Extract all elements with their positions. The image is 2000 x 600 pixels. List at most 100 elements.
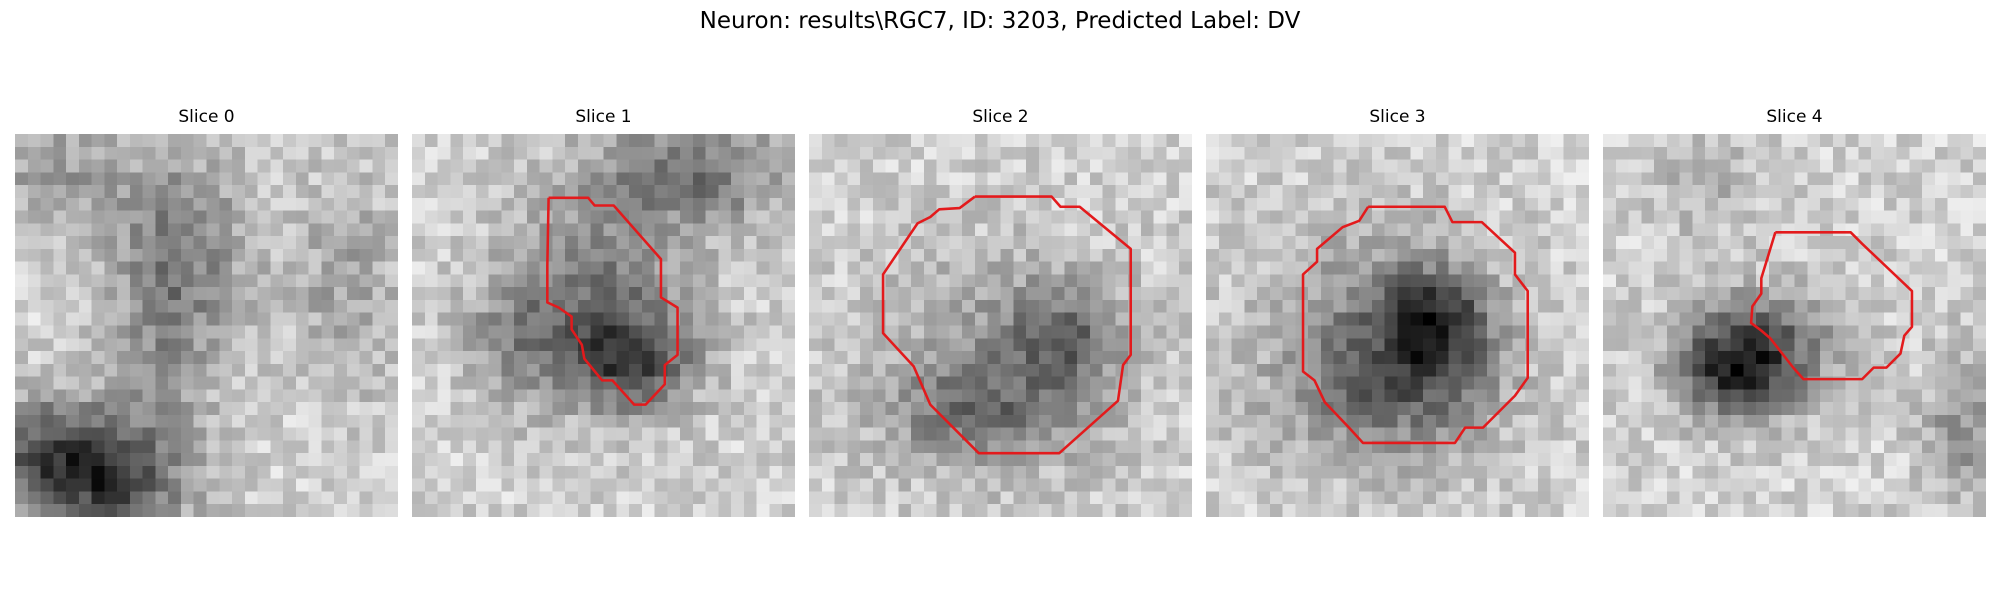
pixel [552, 274, 566, 288]
pixel [514, 478, 528, 492]
pixel [359, 274, 373, 288]
pixel [334, 274, 348, 288]
pixel [1231, 248, 1245, 262]
pixel [53, 287, 67, 301]
pixel [1576, 159, 1589, 173]
pixel [743, 159, 757, 173]
pixel [1654, 146, 1668, 160]
pixel [1140, 363, 1154, 377]
pixel [1308, 248, 1322, 262]
pixel [1756, 236, 1770, 250]
pixel [308, 453, 322, 467]
pixel [1628, 172, 1642, 186]
pixel [257, 453, 271, 467]
pixel [346, 363, 360, 377]
pixel [1231, 338, 1245, 352]
pixel [1000, 440, 1014, 454]
pixel [1102, 478, 1116, 492]
pixel [1257, 440, 1271, 454]
pixel [821, 453, 835, 467]
pixel [1257, 389, 1271, 403]
pixel [1115, 414, 1129, 428]
pixel [1064, 236, 1078, 250]
pixel [1038, 453, 1052, 467]
pixel [1218, 376, 1232, 390]
pixel [1845, 312, 1859, 326]
pixel [987, 248, 1001, 262]
pixel [1550, 440, 1564, 454]
pixel [1013, 287, 1027, 301]
pixel [821, 325, 835, 339]
pixel [1346, 287, 1360, 301]
pixel [129, 146, 143, 160]
pixel [705, 376, 719, 390]
pixel [1666, 210, 1680, 224]
pixel [756, 325, 770, 339]
pixel [1282, 402, 1296, 416]
pixel [232, 274, 246, 288]
pixel [1537, 236, 1551, 250]
pixel [359, 453, 373, 467]
pixel [1871, 236, 1885, 250]
pixel [475, 312, 489, 326]
pixel [731, 146, 745, 160]
pixel [577, 261, 591, 275]
pixel [629, 376, 643, 390]
pixel [1537, 376, 1551, 390]
pixel [1730, 274, 1744, 288]
pixel [590, 159, 604, 173]
pixel [1435, 478, 1449, 492]
pixel [641, 504, 655, 517]
pixel [603, 248, 617, 262]
pixel [821, 351, 835, 365]
pixel [1896, 172, 1910, 186]
pixel [206, 134, 220, 148]
pixel [206, 478, 220, 492]
pixel [1537, 223, 1551, 237]
pixel [962, 197, 976, 211]
pixel [809, 325, 823, 339]
pixel [1794, 172, 1808, 186]
pixel [1563, 197, 1577, 211]
pixel [949, 363, 963, 377]
pixel [27, 146, 41, 160]
pixel [1333, 389, 1347, 403]
pixel [232, 197, 246, 211]
pixel [667, 197, 681, 211]
pixel [667, 453, 681, 467]
pixel [1435, 338, 1449, 352]
pixel [577, 312, 591, 326]
pixel [1346, 440, 1360, 454]
pixel [488, 325, 502, 339]
pixel [641, 427, 655, 441]
pixel [437, 287, 451, 301]
pixel [872, 427, 886, 441]
pixel [1371, 478, 1385, 492]
pixel [514, 299, 528, 313]
pixel [514, 185, 528, 199]
pixel [180, 376, 194, 390]
pixel [872, 363, 886, 377]
pixel [1947, 351, 1961, 365]
pixel [78, 325, 92, 339]
pixel [78, 338, 92, 352]
pixel [1397, 223, 1411, 237]
pixel [1435, 159, 1449, 173]
pixel [385, 312, 398, 326]
slice-panel-0: Slice 0 [15, 107, 398, 517]
pixel [962, 478, 976, 492]
pixel [1410, 376, 1424, 390]
pixel [244, 274, 258, 288]
pixel [129, 402, 143, 416]
pixel [1115, 427, 1129, 441]
pixel [488, 146, 502, 160]
pixel [1089, 210, 1103, 224]
pixel [1308, 351, 1322, 365]
pixel [424, 363, 438, 377]
pixel [346, 197, 360, 211]
pixel [1845, 389, 1859, 403]
pixel [577, 363, 591, 377]
pixel [1166, 338, 1180, 352]
pixel [1832, 197, 1846, 211]
pixel [936, 134, 950, 148]
